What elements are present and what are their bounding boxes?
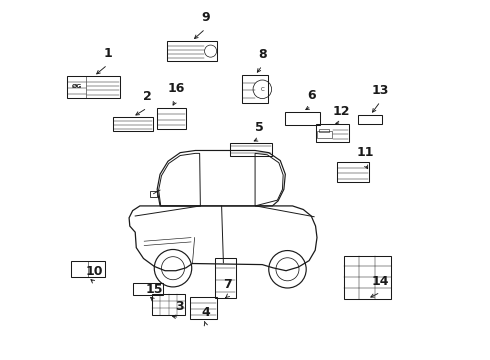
Bar bbox=[215, 258, 236, 298]
Bar bbox=[343, 256, 391, 299]
Text: 15: 15 bbox=[146, 283, 163, 296]
Bar bbox=[316, 124, 349, 142]
Text: 9: 9 bbox=[201, 11, 210, 24]
Bar bbox=[157, 108, 186, 129]
Text: 7: 7 bbox=[223, 278, 232, 291]
Text: 2: 2 bbox=[143, 90, 151, 103]
Bar bbox=[72, 261, 104, 277]
Bar bbox=[229, 143, 272, 156]
Text: 11: 11 bbox=[357, 146, 374, 159]
Text: 3: 3 bbox=[175, 300, 184, 313]
Bar bbox=[133, 283, 163, 295]
Bar bbox=[242, 75, 268, 103]
Bar bbox=[337, 162, 369, 182]
Text: 10: 10 bbox=[86, 265, 103, 278]
Bar bbox=[152, 294, 185, 315]
Text: 8: 8 bbox=[258, 48, 267, 61]
Bar bbox=[319, 129, 329, 132]
Text: 6: 6 bbox=[307, 89, 316, 102]
Bar bbox=[285, 112, 320, 125]
Text: 12: 12 bbox=[333, 105, 350, 118]
Text: 16: 16 bbox=[167, 82, 185, 95]
Text: 5: 5 bbox=[255, 121, 264, 134]
Text: 1: 1 bbox=[103, 47, 112, 60]
Text: 14: 14 bbox=[371, 275, 389, 288]
Bar bbox=[358, 115, 382, 124]
Bar bbox=[317, 131, 332, 138]
Text: 4: 4 bbox=[201, 306, 210, 319]
Bar bbox=[67, 76, 121, 98]
Bar bbox=[190, 297, 217, 319]
Bar bbox=[150, 191, 157, 197]
Text: ØG: ØG bbox=[72, 84, 82, 89]
Bar bbox=[113, 117, 153, 131]
Text: C: C bbox=[261, 87, 264, 92]
Text: 13: 13 bbox=[372, 84, 389, 97]
Bar bbox=[167, 41, 217, 61]
